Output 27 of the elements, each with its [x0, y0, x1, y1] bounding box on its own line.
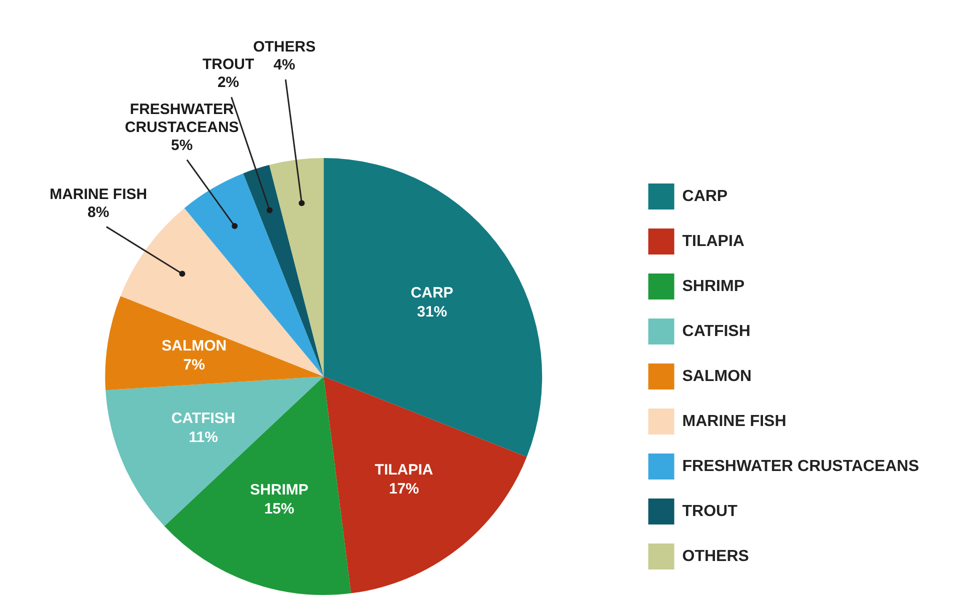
data-label: 5%	[171, 136, 193, 154]
legend-label: TROUT	[682, 502, 738, 520]
slice-label: FRESHWATER CRUSTACEANS	[124, 100, 239, 136]
slice-label: CARP	[410, 284, 454, 302]
slice-label: TILAPIA	[374, 462, 434, 479]
slice-label: SALMON	[162, 338, 227, 355]
data-label: 7%	[183, 356, 205, 374]
legend-label: SHRIMP	[682, 278, 745, 295]
data-label: 2%	[217, 74, 240, 92]
slice-label: TROUT	[202, 56, 254, 74]
data-label: 4%	[273, 56, 296, 74]
legend-label: TILAPIA	[682, 232, 745, 250]
legend-label: MARINE FISH	[682, 412, 786, 430]
slice-label: CATFISH	[171, 410, 236, 428]
data-label: 17%	[388, 480, 419, 498]
legend-label: SALMON	[682, 368, 752, 385]
data-label: 31%	[417, 303, 448, 320]
data-label: 11%	[188, 429, 218, 446]
slice-label: OTHERS	[253, 38, 316, 56]
data-label: 15%	[264, 500, 294, 518]
slice-label: SHRIMP	[250, 481, 308, 498]
legend-label: FRESHWATER CRUSTACEANS	[682, 458, 920, 475]
legend-label: CARP	[682, 188, 728, 205]
slice-label: MARINE FISH	[50, 186, 148, 203]
legend-label: OTHERS	[682, 548, 750, 565]
data-label: 8%	[87, 204, 110, 221]
legend-label: CATFISH	[682, 322, 750, 340]
